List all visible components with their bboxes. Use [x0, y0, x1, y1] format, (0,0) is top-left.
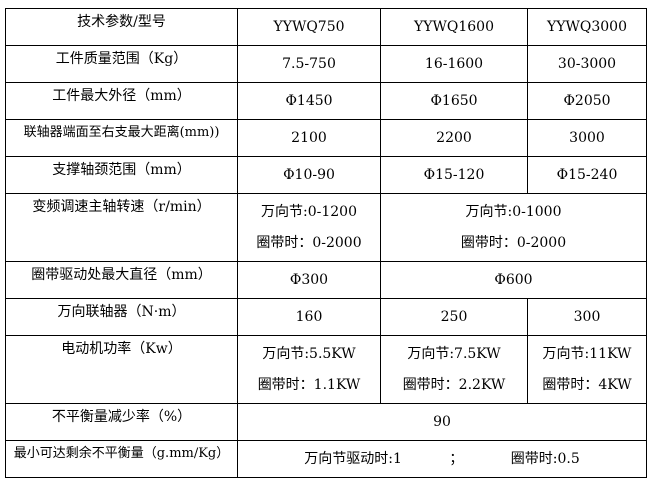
model-750: YYWQ750: [237, 8, 381, 46]
row-label: 工件最大外径（mm）: [5, 82, 238, 120]
row-label: 圈带驱动处最大直径（mm）: [5, 261, 238, 299]
residual-part2: 圈带时:0.5: [510, 451, 580, 467]
cell: 300: [527, 298, 647, 336]
spec-table: 技术参数/型号 YYWQ750 YYWQ1600 YYWQ3000 工件质量范围…: [5, 8, 647, 478]
cell: 万向节:7.5KW 圈带时：2.2KW: [380, 335, 528, 404]
coupling-row: 万向联轴器（N·m） 160 250 300: [5, 298, 647, 336]
cell-line: 圈带时：4KW: [542, 377, 632, 393]
row-label: 联轴器端面至右支最大距离(mm)): [5, 119, 238, 157]
cell: 万向节驱动时:1 ； 圈带时:0.5: [237, 440, 647, 478]
cell: Φ15-240: [527, 156, 647, 194]
cell: 万向节:5.5KW 圈带时：1.1KW: [237, 335, 381, 404]
cell-line: 万向节:11KW: [542, 346, 632, 362]
cell: 3000: [527, 119, 647, 157]
cell: Φ300: [237, 261, 381, 299]
cell: 30-3000: [527, 45, 647, 83]
model-1600: YYWQ1600: [380, 8, 528, 46]
row-label: 最小可达剩余不平衡量（g.mm/Kg）: [5, 440, 238, 478]
cell-line: 万向节:0-1200: [261, 204, 357, 220]
cell: 7.5-750: [237, 45, 381, 83]
residual-part1: 万向节驱动时:1: [304, 451, 402, 467]
cell: Φ10-90: [237, 156, 381, 194]
cell-line: 万向节:5.5KW: [262, 346, 356, 362]
row-label: 工件质量范围（Kg）: [5, 45, 238, 83]
cell: 90: [237, 403, 647, 441]
cell: Φ15-120: [380, 156, 528, 194]
power-row: 电动机功率（Kw） 万向节:5.5KW 圈带时：1.1KW 万向节:7.5KW …: [5, 335, 647, 404]
cell: 16-1600: [380, 45, 528, 83]
row-label: 电动机功率（Kw）: [5, 335, 238, 404]
cell: 2100: [237, 119, 381, 157]
cell: 2200: [380, 119, 528, 157]
belt-diameter-row: 圈带驱动处最大直径（mm） Φ300 Φ600: [5, 261, 647, 299]
table-row: 工件质量范围（Kg） 7.5-750 16-1600 30-3000: [5, 45, 647, 83]
cell: 万向节:0-1200 圈带时：0-2000: [237, 193, 381, 262]
cell: 250: [380, 298, 528, 336]
table-row: 工件最大外径（mm） Φ1450 Φ1650 Φ2050: [5, 82, 647, 120]
cell: 万向节:0-1000 圈带时：0-2000: [380, 193, 647, 262]
row-label: 支撑轴颈范围（mm）: [5, 156, 238, 194]
row-label: 不平衡量减少率（%）: [5, 403, 238, 441]
cell: Φ1650: [380, 82, 528, 120]
cell-line: 圈带时：1.1KW: [257, 377, 361, 393]
cell: Φ1450: [237, 82, 381, 120]
row-label: 变频调速主轴转速（r/min）: [5, 193, 238, 262]
header-label: 技术参数/型号: [5, 8, 238, 46]
cell-line: 万向节:7.5KW: [407, 346, 501, 362]
cell: 万向节:11KW 圈带时：4KW: [527, 335, 647, 404]
header-row: 技术参数/型号 YYWQ750 YYWQ1600 YYWQ3000: [5, 8, 647, 46]
cell: Φ2050: [527, 82, 647, 120]
cell-line: 圈带时：2.2KW: [402, 377, 506, 393]
cell-line: 圈带时：0-2000: [256, 235, 362, 251]
cell-line: 万向节:0-1000: [465, 204, 562, 220]
cell: 160: [237, 298, 381, 336]
model-3000: YYWQ3000: [527, 8, 647, 46]
table-row: 联轴器端面至右支最大距离(mm)) 2100 2200 3000: [5, 119, 647, 157]
residual-separator: ；: [449, 451, 464, 467]
speed-row: 变频调速主轴转速（r/min） 万向节:0-1200 圈带时：0-2000 万向…: [5, 193, 647, 262]
residual-row: 最小可达剩余不平衡量（g.mm/Kg） 万向节驱动时:1 ； 圈带时:0.5: [5, 440, 647, 478]
cell-line: 圈带时：0-2000: [460, 235, 567, 251]
table-row: 支撑轴颈范围（mm） Φ10-90 Φ15-120 Φ15-240: [5, 156, 647, 194]
reduction-row: 不平衡量减少率（%） 90: [5, 403, 647, 441]
cell: Φ600: [380, 261, 647, 299]
row-label: 万向联轴器（N·m）: [5, 298, 238, 336]
